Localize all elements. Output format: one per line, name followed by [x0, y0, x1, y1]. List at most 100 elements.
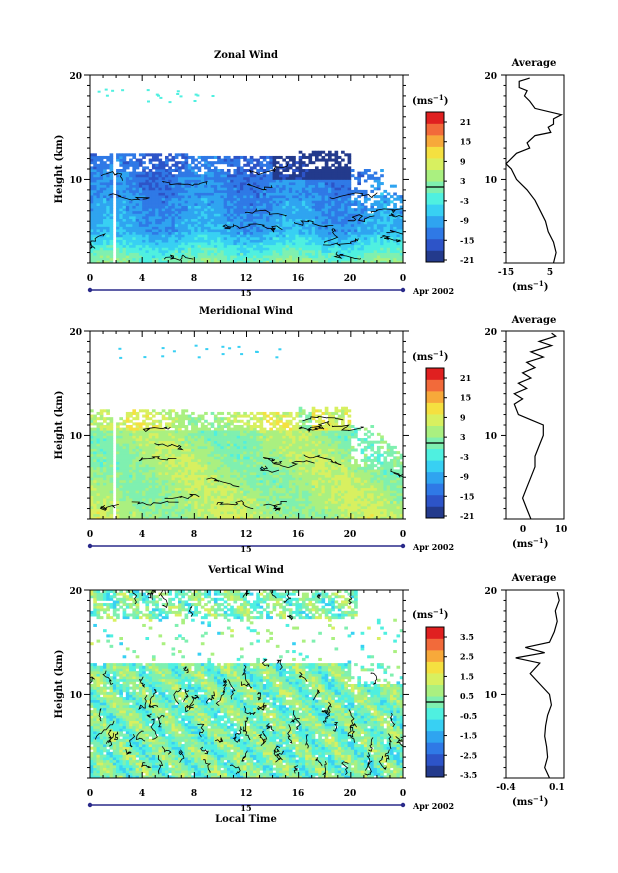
heatmap-cell — [161, 249, 166, 253]
heatmap-cell — [155, 430, 159, 434]
heatmap-cell — [295, 213, 300, 217]
heatmap-cell — [99, 244, 104, 248]
heatmap-cell — [161, 184, 166, 188]
heatmap-cell — [151, 430, 156, 434]
heatmap-cell — [184, 427, 189, 431]
heatmap-cell — [164, 461, 169, 465]
heatmap-cell — [272, 239, 277, 243]
heatmap-cell — [370, 242, 375, 246]
heatmap-cell — [187, 223, 192, 227]
heatmap-cell — [132, 218, 137, 222]
heatmap-cell — [164, 456, 169, 460]
heatmap-cell — [363, 242, 368, 246]
heatmap-cell — [200, 182, 205, 186]
heatmap-cell — [184, 451, 189, 455]
heatmap-cell — [138, 216, 143, 220]
heatmap-cell — [96, 458, 101, 462]
heatmap-cell — [93, 498, 97, 502]
heatmap-cell — [164, 438, 169, 442]
heatmap-cell — [106, 257, 110, 261]
heatmap-cell — [96, 516, 101, 519]
heatmap-cell — [266, 260, 270, 263]
heatmap-cell — [178, 257, 182, 261]
heatmap-cell — [298, 163, 303, 167]
heatmap-cell — [331, 179, 335, 183]
heatmap-cell — [282, 197, 287, 201]
heatmap-cell — [223, 210, 228, 214]
heatmap-cell — [256, 179, 260, 183]
heatmap-cell — [129, 202, 133, 206]
heatmap-cell — [197, 210, 202, 214]
heatmap-cell — [282, 229, 287, 233]
heatmap-cell — [308, 169, 313, 173]
heatmap-cell — [194, 231, 198, 235]
colorbar-swatch — [426, 112, 444, 124]
heatmap-cell — [184, 414, 189, 418]
heatmap-cell — [119, 197, 123, 201]
heatmap-cell — [142, 171, 146, 175]
heatmap-cell — [129, 513, 133, 517]
heatmap-cell — [90, 419, 94, 423]
heatmap-cell — [331, 174, 335, 178]
heatmap-cell — [96, 213, 101, 217]
heatmap-cell — [106, 438, 110, 442]
heatmap-cell — [158, 202, 163, 206]
heatmap-cell — [282, 158, 287, 162]
heatmap-cell — [96, 425, 101, 429]
heatmap-cell — [142, 435, 146, 439]
contour-line — [163, 254, 194, 261]
heatmap-cell — [109, 260, 114, 263]
heatmap-cell — [187, 438, 192, 442]
heatmap-cell — [174, 430, 179, 434]
heatmap-cell — [324, 171, 329, 175]
heatmap-cell — [187, 249, 192, 253]
heatmap-cell — [125, 438, 130, 442]
heatmap-cell — [376, 260, 381, 263]
heatmap-cell — [129, 252, 133, 256]
heatmap-cell — [236, 187, 241, 191]
heatmap-cell — [314, 213, 319, 217]
heatmap-cell — [122, 208, 127, 212]
heatmap-cell — [184, 495, 189, 499]
heatmap-cell — [314, 187, 319, 191]
heatmap-cell — [230, 158, 234, 162]
heatmap-cell — [399, 216, 403, 220]
heatmap-cell — [389, 218, 394, 222]
heatmap-cell — [194, 171, 198, 175]
heatmap-cell — [158, 223, 163, 227]
heatmap-cell — [191, 202, 195, 206]
heatmap-cell — [285, 252, 290, 256]
heatmap-cell — [246, 195, 251, 199]
heatmap-cell — [210, 182, 215, 186]
heatmap-cell — [347, 252, 352, 256]
heatmap-cell — [158, 187, 163, 191]
heatmap-cell — [109, 223, 114, 227]
heatmap-cell — [132, 513, 137, 517]
heatmap-cell — [243, 218, 247, 222]
heatmap-cell — [109, 163, 114, 167]
heatmap-cell — [99, 260, 104, 263]
heatmap-cell — [301, 234, 306, 238]
heatmap-cell — [122, 445, 127, 449]
heatmap-cell — [142, 498, 146, 502]
heatmap-cell — [187, 511, 192, 515]
heatmap-cell — [103, 161, 107, 165]
heatmap-cell — [96, 432, 101, 436]
heatmap-cell — [269, 252, 273, 256]
heatmap-cell — [148, 495, 153, 499]
heatmap-cell — [223, 184, 228, 188]
heatmap-cell — [119, 469, 123, 473]
heatmap-cell — [305, 163, 309, 167]
heatmap-cell — [132, 239, 137, 243]
heatmap-cell — [132, 221, 137, 225]
heatmap-cell — [164, 425, 169, 429]
heatmap-cell — [171, 236, 176, 240]
heatmap-cell — [109, 182, 114, 186]
heatmap-cell — [226, 163, 231, 167]
heatmap-cell — [210, 187, 215, 191]
heatmap-cell — [155, 93, 159, 96]
heatmap-cell — [399, 260, 403, 263]
heatmap-cell — [314, 174, 319, 178]
heatmap-cell — [148, 257, 153, 261]
heatmap-cell — [90, 234, 94, 238]
